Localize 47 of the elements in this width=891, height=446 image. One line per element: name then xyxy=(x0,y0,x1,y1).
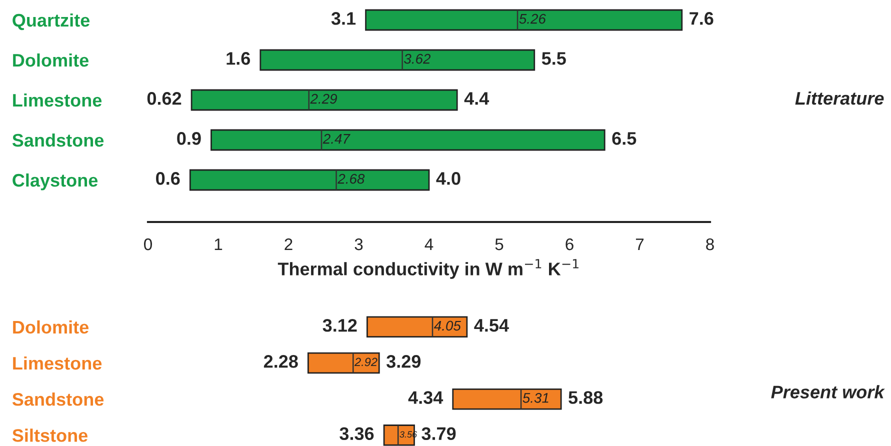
annotation: 0.6 xyxy=(156,172,180,185)
y-tick-label: Limestone xyxy=(13,356,102,370)
annotation: 1.6 xyxy=(226,52,250,65)
annotation: 3.12 xyxy=(322,318,357,332)
text: Present work xyxy=(771,385,885,398)
annotation: 0.9 xyxy=(177,132,201,145)
x-axis-title: Thermal conductivity in W m$^{−1}$ K$^{−1}$ xyxy=(278,259,578,279)
x-tick-label: 5 xyxy=(495,238,504,250)
annotation: 0.62 xyxy=(147,92,182,105)
annotation: 3.62 xyxy=(404,54,431,64)
annotation: 3.79 xyxy=(422,427,456,440)
x-tick-label: 4 xyxy=(424,238,434,250)
x-tick-label: 1 xyxy=(214,238,222,250)
y-tick-label: Claystone xyxy=(12,173,98,190)
annotation: 5.26 xyxy=(519,14,546,24)
annotation: 2.47 xyxy=(322,134,350,144)
annotation: 5.88 xyxy=(568,391,603,404)
annotation: 2.29 xyxy=(310,94,338,104)
x-tick-label: 0 xyxy=(144,238,152,250)
annotation: 2.92 xyxy=(354,358,378,366)
y-tick-label: Dolomite xyxy=(13,320,89,334)
annotation: 5.5 xyxy=(542,52,566,65)
annotation: 5.31 xyxy=(522,392,548,403)
x-tick-label: 3 xyxy=(354,238,363,250)
annotation: 3.36 xyxy=(340,427,374,440)
y-tick-label: Quartzite xyxy=(12,13,90,30)
y-tick-label: Siltstone xyxy=(12,428,88,442)
annotation: 4.0 xyxy=(436,172,460,185)
annotation: 3.1 xyxy=(331,12,356,25)
y-tick-label: Sandstone xyxy=(12,133,104,147)
annotation: 7.6 xyxy=(690,12,714,25)
y-tick-label: Limestone xyxy=(13,93,102,107)
annotation: 4.34 xyxy=(408,391,444,404)
x-tick-label: 8 xyxy=(706,238,714,250)
annotation: 2.68 xyxy=(338,174,365,184)
annotation: 4.05 xyxy=(434,320,461,331)
annotation: 2.28 xyxy=(264,355,298,368)
annotation: 3.29 xyxy=(386,355,421,368)
y-tick-label: Dolomite xyxy=(13,53,89,67)
x-tick-label: 2 xyxy=(284,238,292,250)
annotation: 4.54 xyxy=(474,319,509,332)
text: Litterature xyxy=(795,91,884,105)
y-tick-label: Sandstone xyxy=(12,392,104,406)
annotation: 6.5 xyxy=(612,132,636,145)
x-tick-label: 7 xyxy=(636,238,644,250)
annotation: 4.4 xyxy=(464,92,490,105)
x-tick-label: 6 xyxy=(566,238,574,250)
